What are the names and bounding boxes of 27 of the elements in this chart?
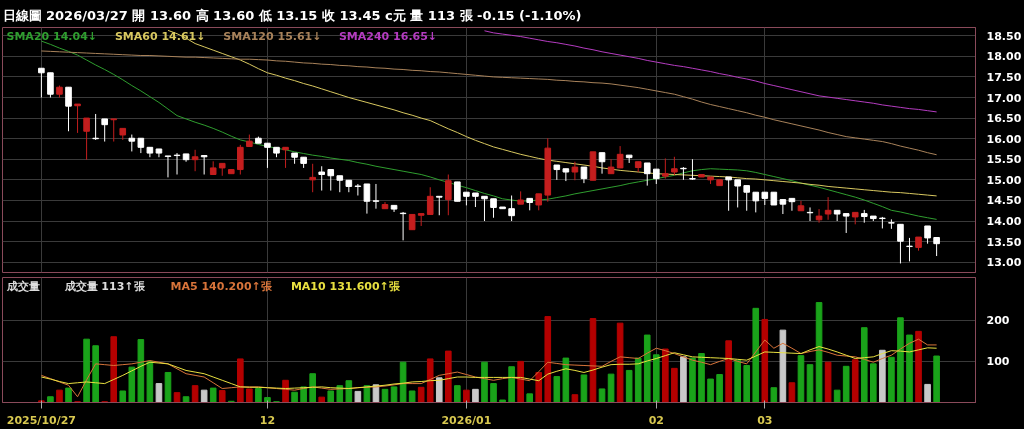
y-tick-label: 13.50: [986, 235, 1022, 249]
chart-title: 成交量: [5, 279, 40, 293]
x-tick-label: 12: [259, 413, 276, 427]
y-tick-label: 18.50: [986, 29, 1022, 43]
text: MA10 131.600↑張: [290, 279, 401, 293]
chart-title: 日線圖 2026/03/27 開 13.60 高 13.60 低 13.15 收 13.45 c元 量 113 張 -0.15 (-1.10%): [2, 7, 582, 23]
y-tick-label: 15.00: [986, 173, 1022, 187]
y-tick-label: 14.50: [986, 194, 1022, 208]
x-tick-label: 03: [757, 413, 773, 427]
y-tick-label: 100: [986, 355, 1010, 369]
y-tick-label: 17.00: [986, 91, 1022, 105]
y-tick-label: 16.50: [986, 112, 1022, 126]
y-tick-label: 13.00: [986, 256, 1022, 270]
x-tick-label: 2026/01: [441, 413, 492, 427]
text: SMA240 16.65↓: [338, 29, 438, 43]
y-tick-label: 18.00: [986, 50, 1022, 64]
series-label: SMA120 15.61↓: [223, 29, 322, 43]
y-tick-label: 14.00: [986, 215, 1022, 229]
y-tick-label: 17.50: [986, 70, 1022, 84]
text: MA5 140.200↑張: [170, 279, 273, 293]
text: 成交量 113↑張: [63, 279, 146, 293]
y-tick-label: 16.00: [986, 132, 1022, 146]
x-tick-label: 2025/10/27: [6, 413, 77, 427]
series-label: SMA20 14.04↓: [6, 29, 98, 43]
x-tick-label: 02: [648, 413, 664, 427]
y-tick-label: 15.50: [986, 153, 1022, 167]
y-tick-label: 200: [986, 314, 1010, 328]
